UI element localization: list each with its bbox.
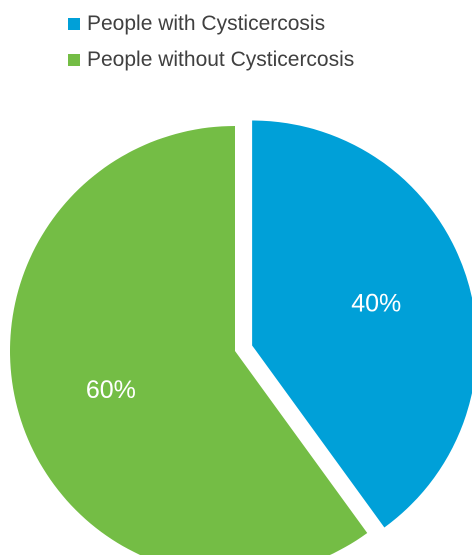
slice-label-without-cysticercosis: 60% bbox=[86, 376, 136, 404]
chart-legend: People with Cysticercosis People without… bbox=[68, 6, 354, 78]
pie-slice-with-cysticercosis bbox=[252, 120, 472, 528]
legend-item-with-cysticercosis: People with Cysticercosis bbox=[68, 6, 354, 42]
legend-label-without-cysticercosis: People without Cysticercosis bbox=[87, 48, 355, 71]
legend-swatch-without-cysticercosis bbox=[68, 54, 80, 66]
slice-label-with-cysticercosis: 40% bbox=[351, 290, 401, 318]
legend-label-with-cysticercosis: People with Cysticercosis bbox=[87, 12, 326, 35]
pie-slice-without-cysticercosis bbox=[10, 126, 368, 555]
legend-swatch-with-cysticercosis bbox=[68, 18, 80, 30]
legend-item-without-cysticercosis: People without Cysticercosis bbox=[68, 42, 354, 78]
